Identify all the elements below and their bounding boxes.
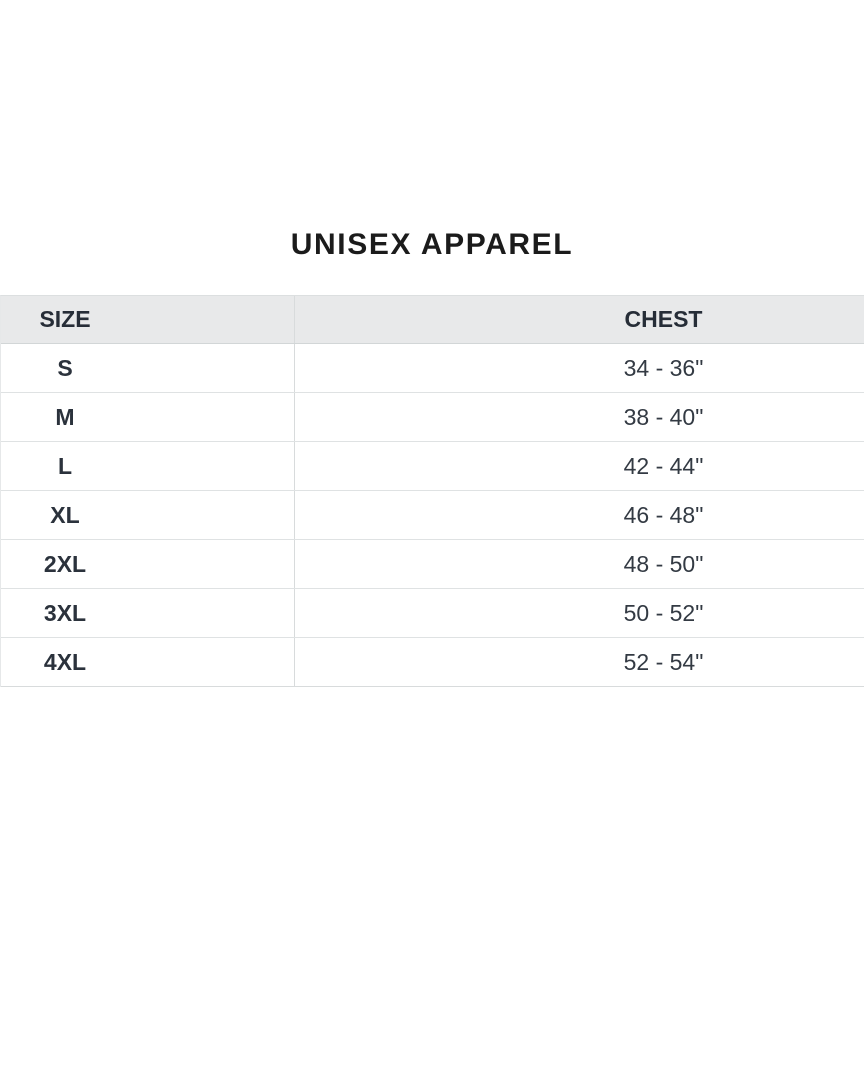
size-cell: 2XL: [1, 540, 295, 588]
chest-value: 46 - 48": [623, 501, 704, 528]
chest-value: 42 - 44": [623, 452, 704, 479]
header-cell-size: SIZE: [1, 296, 295, 343]
size-cell: XL: [1, 491, 295, 539]
chest-value: 50 - 52": [623, 599, 704, 626]
size-cell: 3XL: [1, 589, 295, 637]
header-cell-chest: CHEST: [295, 296, 864, 343]
chest-cell: 34 - 36": [295, 344, 864, 392]
chest-cell: 48 - 50": [295, 540, 864, 588]
chest-cell: 46 - 48": [295, 491, 864, 539]
chest-cell: 42 - 44": [295, 442, 864, 490]
chest-value: 38 - 40": [623, 403, 704, 430]
size-value: XL: [50, 501, 80, 528]
size-value: L: [57, 452, 73, 479]
size-column-header: SIZE: [39, 306, 91, 332]
table-row: M 38 - 40": [1, 393, 864, 442]
chest-cell: 50 - 52": [295, 589, 864, 637]
table-row: 2XL 48 - 50": [1, 540, 864, 589]
table-row: 3XL 50 - 52": [1, 589, 864, 638]
table-row: S 34 - 36": [1, 344, 864, 393]
chest-column-header: CHEST: [624, 306, 703, 332]
chest-value: 52 - 54": [623, 648, 704, 675]
page-title: UNISEX APPAREL: [290, 228, 574, 261]
size-value: M: [55, 403, 75, 430]
table-header-row: SIZE CHEST: [1, 296, 864, 344]
size-cell: 4XL: [1, 638, 295, 686]
chest-value: 34 - 36": [623, 354, 704, 381]
size-value: S: [57, 354, 73, 381]
chest-value: 48 - 50": [623, 550, 704, 577]
size-cell: L: [1, 442, 295, 490]
size-value: 4XL: [43, 648, 87, 675]
size-value: 2XL: [43, 550, 87, 577]
size-cell: S: [1, 344, 295, 392]
table-row: XL 46 - 48": [1, 491, 864, 540]
size-cell: M: [1, 393, 295, 441]
size-value: 3XL: [43, 599, 87, 626]
table-row: 4XL 52 - 54": [1, 638, 864, 687]
table-row: L 42 - 44": [1, 442, 864, 491]
size-chart-table: SIZE CHEST S 34 - 36" M 38 - 40" L: [0, 295, 864, 687]
chest-cell: 38 - 40": [295, 393, 864, 441]
chest-cell: 52 - 54": [295, 638, 864, 686]
